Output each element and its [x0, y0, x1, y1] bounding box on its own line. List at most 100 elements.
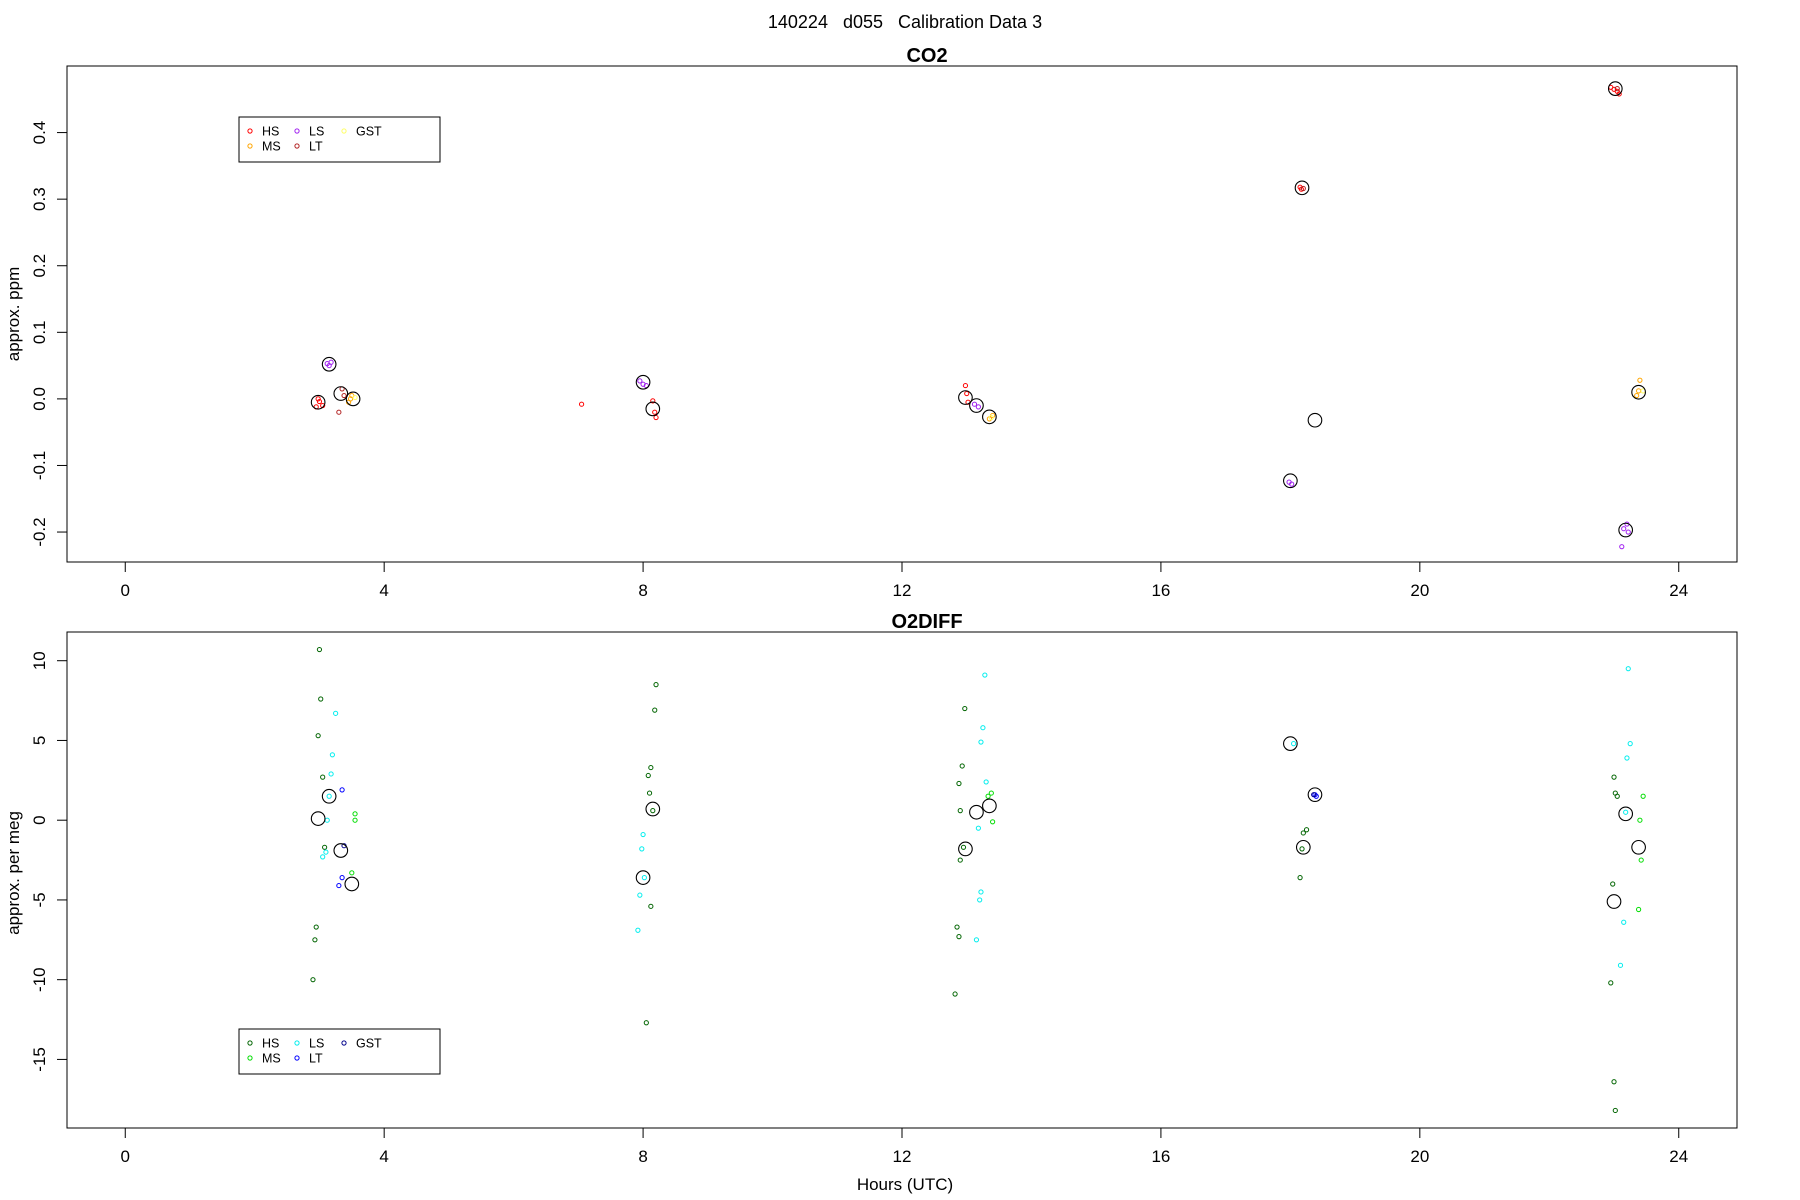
o2diff-point-ls [640, 831, 646, 838]
o2diff-point-hs [646, 790, 653, 796]
co2-point-ms [1634, 392, 1640, 399]
co2-point-ls [975, 404, 981, 410]
o2diff-point-hs [962, 705, 968, 712]
o2diff-point-ms [1640, 793, 1646, 799]
co2-point-ms [1637, 377, 1643, 383]
o2diff-point-hs [1300, 830, 1306, 836]
o2diff-point-hs [652, 707, 658, 713]
co2-point-hs [653, 414, 659, 421]
co2-x-tick-label: 20 [1410, 581, 1429, 600]
co2-legend-marker-hs [247, 128, 253, 134]
o2diff-mean-point [958, 841, 973, 857]
co2-x-axis: 0 4 8 12 16 20 24 [121, 561, 1688, 600]
co2-mean-point [969, 398, 984, 413]
o2diff-point-ls [1291, 741, 1297, 747]
o2diff-point-ls [1624, 755, 1630, 761]
o2diff-mean-point [982, 798, 997, 814]
co2-point-ls [1619, 544, 1625, 550]
co2-legend-marker-lt [294, 143, 300, 149]
o2diff-y-tick-label: -5 [30, 892, 49, 907]
co2-point-ls [971, 401, 978, 407]
co2-mean-point [635, 374, 651, 390]
co2-x-tick-label: 0 [121, 581, 130, 600]
co2-y-tick-label: 0.1 [30, 320, 49, 344]
o2diff-x-tick-label: 16 [1151, 1147, 1170, 1166]
co2-mean-point [1294, 180, 1310, 196]
o2diff-point-hs [952, 991, 958, 997]
o2diff-point-ls [333, 710, 339, 716]
o2diff-point-hs [957, 808, 963, 814]
o2diff-point-ls [323, 849, 329, 855]
co2-legend-marker-ms [247, 143, 253, 149]
o2diff-mean-point [635, 870, 651, 885]
o2diff-point-hs [956, 780, 962, 787]
o2diff-point-ls [1627, 741, 1633, 747]
o2diff-point-hs [648, 903, 654, 909]
o2diff-y-axis-label: approx. per meg [4, 811, 23, 935]
o2diff-point-hs [1614, 793, 1620, 799]
o2diff-point-ls [320, 854, 326, 860]
o2diff-point-ms [1638, 857, 1644, 863]
o2diff-panel-title: O2DIFF [891, 611, 962, 633]
o2diff-point-hs [316, 646, 323, 653]
o2diff-point-hs [954, 924, 960, 930]
o2diff-point-ls [978, 739, 984, 745]
o2diff-legend-label-gst: GST [356, 1037, 382, 1051]
o2diff-y-tick-label: -15 [30, 1047, 49, 1072]
co2-point-ls [637, 378, 643, 384]
co2-point-lt [1300, 185, 1306, 192]
o2diff-mean-point [645, 801, 661, 817]
o2diff-point-lt [339, 787, 345, 793]
co2-legend-label-lt: LT [309, 140, 323, 154]
co2-legend-label-hs: HS [262, 125, 279, 139]
co2-x-tick-label: 24 [1669, 581, 1688, 600]
o2diff-point-ms [1636, 906, 1642, 913]
o2diff-point-ls [1625, 666, 1631, 672]
co2-mean-point [1307, 412, 1323, 428]
o2diff-point-hs [310, 977, 316, 983]
co2-point-lt [341, 392, 347, 399]
o2diff-point-hs [1611, 774, 1617, 780]
co2-legend-label-ls: LS [309, 125, 324, 139]
o2diff-point-hs [957, 857, 963, 863]
co2-point-ls [1289, 481, 1295, 487]
o2diff-mean-point [310, 811, 326, 826]
co2-mean-point [310, 394, 326, 410]
co2-point-hs [315, 396, 321, 402]
o2diff-point-ls [324, 817, 330, 823]
co2-point-gst [988, 414, 994, 421]
co2-point-hs [578, 401, 585, 407]
o2diff-legend-marker-gst [341, 1040, 347, 1046]
o2diff-y-tick-label: 0 [30, 815, 49, 824]
co2-y-tick-label: 0.2 [30, 254, 49, 278]
co2-legend-label-ms: MS [262, 140, 281, 154]
o2diff-point-hs [956, 934, 962, 940]
co2-points [310, 81, 1646, 550]
o2diff-point-ls [635, 927, 641, 933]
o2diff-point-ms [1637, 817, 1643, 823]
o2diff-point-ms [352, 811, 358, 817]
o2diff-x-tick-label: 12 [893, 1147, 912, 1166]
o2diff-point-hs [312, 937, 318, 943]
co2-mean-point [645, 401, 661, 417]
o2diff-point-hs [959, 763, 965, 769]
o2diff-point-ls [980, 725, 986, 731]
o2diff-point-hs [650, 808, 656, 814]
co2-point-gst [352, 394, 358, 401]
o2diff-point-hs [313, 924, 319, 930]
co2-point-ls [1625, 529, 1631, 535]
co2-mean-point [958, 390, 973, 405]
co2-panel: CO2 approx. ppm 0 4 8 12 16 20 24 -0.2 -0.1 0.0 0… [4, 45, 1738, 600]
o2diff-legend-label-lt: LT [309, 1052, 323, 1066]
co2-x-tick-label: 16 [1151, 581, 1170, 600]
o2diff-points [310, 646, 1646, 1114]
o2diff-point-ms [352, 817, 358, 823]
o2diff-mean-point [1307, 787, 1323, 803]
o2diff-point-ls [329, 752, 335, 758]
o2diff-point-ms [988, 790, 994, 796]
o2diff-legend-marker-ms [247, 1055, 253, 1061]
o2diff-legend-marker-hs [247, 1040, 253, 1046]
o2diff-mean-point [1606, 894, 1622, 909]
o2diff-point-ls [326, 793, 332, 799]
